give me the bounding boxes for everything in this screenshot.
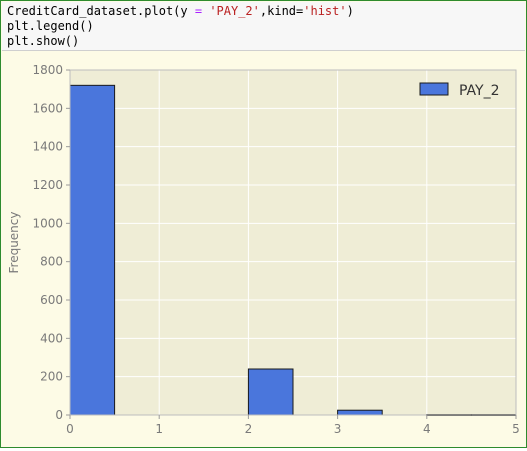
histogram-chart: 0 1 2 3 4 5020040060080010001200140016001800 … [7,63,520,436]
code-token-operator: = [194,4,203,18]
y-tick-label: 400 [40,331,63,345]
histogram-bar [69,84,116,416]
code-line-3: plt.show() [7,34,80,48]
code-input-cell[interactable]: CreditCard_dataset.plot(y = 'PAY_2',kind… [2,2,525,51]
tick-labels: 0 1 2 3 4 5 0 200 400 600 800 1000 1200 1400 1600 1800 [32,63,519,436]
histogram-bars [69,84,517,416]
code-token-string-kind: 'hist' [303,4,347,18]
y-tick-label: 1600 [32,101,63,115]
axes [69,69,517,416]
legend-swatch [419,82,449,96]
histogram-bar [247,368,294,416]
cell-output: 0 1 2 3 4 5 0 200 400 600 800 1000 1200 1400 1600 1800 … [2,51,525,447]
code-line-2: plt.legend() [7,19,94,33]
y-tick-label: 200 [40,370,63,384]
code-token-kwarg: ,kind= [259,4,304,18]
x-tick-label: 0 [66,422,74,436]
y-tick-label: 1000 [32,216,63,230]
y-axis-label: Frequency [7,212,21,274]
x-tick-label: 2 [245,422,253,436]
histogram-bar [337,409,383,416]
x-tick-label: 4 [423,422,431,436]
legend-label: PAY_2 [459,83,500,99]
legend: PAY_2 [419,82,500,99]
y-tick-label: 600 [40,293,63,307]
y-tick-label: 800 [40,255,63,269]
code-line-1: CreditCard_dataset.plot(y = 'PAY_2',kind… [7,4,354,19]
x-tick-label: 1 [155,422,163,436]
x-tick-label: 5 [512,422,520,436]
code-token-call: CreditCard_dataset.plot(y [7,4,195,18]
y-tick-label: 1400 [32,140,63,154]
plot-background [70,70,516,415]
y-tick-label: 1200 [32,178,63,192]
y-tick-label: 1800 [32,63,63,77]
y-tick-label: 0 [55,408,63,422]
plot-frame [69,69,517,416]
code-token-close-paren: ) [346,4,354,18]
code-token-string-column: 'PAY_2' [209,4,260,18]
x-tick-label: 3 [334,422,342,436]
